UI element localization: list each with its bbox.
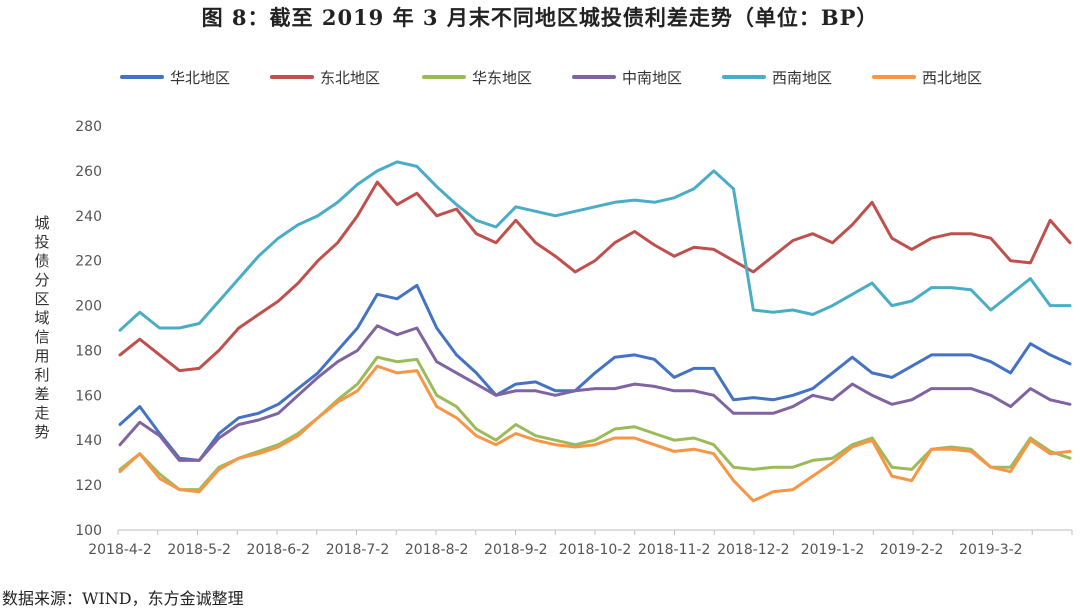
axis-layer: 100 120 140 160 180 200 220 240 260 280 2018-4-2 20… [75, 119, 1073, 558]
y-tick-label: 120 [75, 478, 102, 494]
legend-label-huabei: 华北地区 [170, 68, 231, 87]
series-line-xibei [118, 364, 1072, 503]
y-tick-label: 220 [75, 254, 102, 270]
legend-swatch-dongbei [270, 75, 314, 79]
x-tick-label: 2018-5-2 [167, 542, 231, 558]
legend-item-huabei: 华北地区 [120, 65, 230, 89]
x-tick-label: 2019-2-2 [880, 542, 944, 558]
series-line-huadong [118, 355, 1072, 492]
y-tick-label: 140 [75, 433, 102, 449]
y-tick-label: 160 [75, 388, 102, 404]
series-line-huabei [118, 283, 1072, 462]
x-tick-label: 2018-11-2 [638, 542, 710, 558]
y-tick-label: 200 [75, 299, 102, 315]
legend-swatch-zhongnan [572, 75, 616, 79]
x-tick-label: 2018-9-2 [484, 542, 548, 558]
legend-swatch-huabei [120, 75, 164, 79]
legend-item-zhongnan: 中南地区 [572, 65, 682, 89]
chart-title: 图 8：截至 2019 年 3 月末不同地区城投债利差走势（单位：BP） [201, 5, 879, 30]
legend-swatch-xinan [722, 75, 766, 79]
x-tick-label: 2018-6-2 [247, 542, 311, 558]
y-tick-label: 280 [75, 119, 102, 135]
y-tick-label: 240 [75, 209, 102, 225]
legend-swatch-huadong [422, 75, 466, 79]
legend-label-dongbei: 东北地区 [320, 68, 381, 87]
x-tick-label: 2019-3-2 [959, 542, 1023, 558]
y-tick-label: 180 [75, 343, 102, 359]
legend-item-xinan: 西南地区 [722, 65, 832, 89]
series-line-xinan [118, 160, 1072, 332]
series-line-dongbei [118, 180, 1072, 373]
y-tick-label: 100 [75, 523, 102, 539]
legend-item-xibei: 西北地区 [872, 65, 982, 89]
legend-label-xibei: 西北地区 [922, 68, 983, 87]
legend-label-zhongnan: 中南地区 [622, 68, 683, 87]
x-tick-label: 2019-1-2 [801, 542, 865, 558]
x-tick-label: 2018-7-2 [326, 542, 390, 558]
x-tick-label: 2018-8-2 [405, 542, 469, 558]
chart-legend: 华北地区 东北地区 华东地区 中南地区 西南地区 西北地区 [120, 65, 1020, 89]
legend-item-dongbei: 东北地区 [270, 65, 380, 89]
legend-label-huadong: 华东地区 [472, 68, 533, 87]
x-tick-label: 2018-12-2 [717, 542, 789, 558]
y-tick-label: 260 [75, 164, 102, 180]
series-line-zhongnan [118, 324, 1072, 462]
y-axis-label: 城投债分区域信用利差走势 [34, 214, 50, 441]
x-tick-label: 2018-4-2 [88, 542, 152, 558]
x-tick-label: 2018-10-2 [559, 542, 631, 558]
legend-swatch-xibei [872, 75, 916, 79]
legend-label-xinan: 西南地区 [772, 68, 833, 87]
legend-item-huadong: 华东地区 [422, 65, 532, 89]
source-note: 数据来源：WIND，东方金诚整理 [2, 589, 244, 608]
series-layer [118, 160, 1072, 503]
